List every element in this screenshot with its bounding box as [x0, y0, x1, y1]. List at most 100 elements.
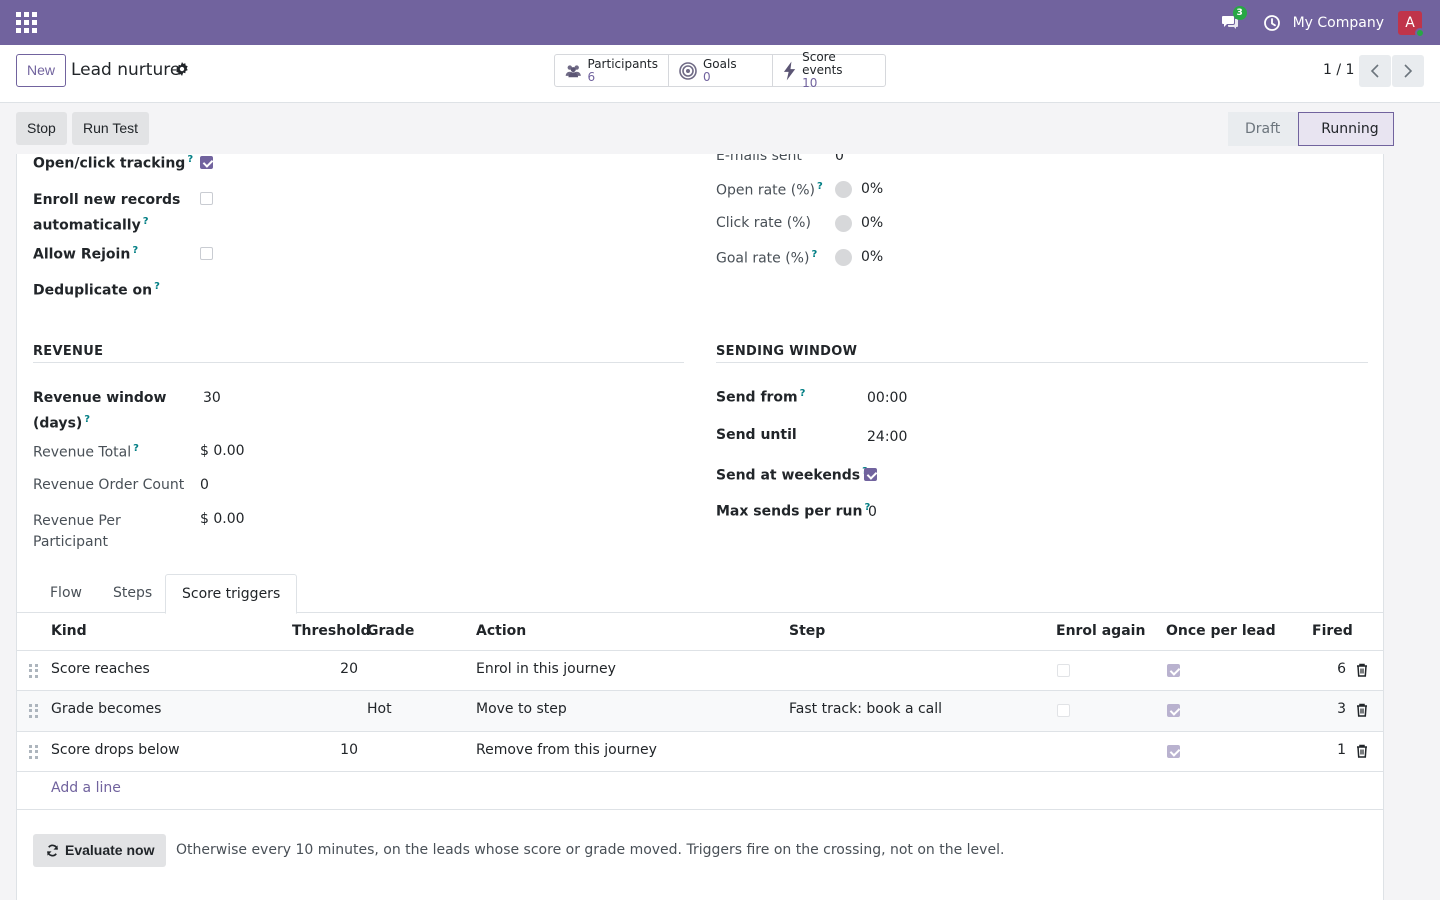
open-rate-label: Open rate (%)? [716, 181, 823, 199]
trash-icon[interactable] [1356, 744, 1368, 758]
open-rate-gauge [835, 181, 852, 198]
navbar-systray: 3 My Company A [1221, 0, 1440, 45]
column-action[interactable]: Action [476, 623, 527, 639]
table-row[interactable]: Score reaches 20 Enrol in this journey 6 [17, 651, 1383, 691]
table-row[interactable]: Score drops below 10 Remove from this jo… [17, 732, 1383, 772]
chat-count-badge: 3 [1232, 5, 1247, 20]
top-navbar: 3 My Company A [0, 0, 1440, 45]
goals-label: Goals [703, 56, 737, 71]
chevron-left-icon [1370, 64, 1379, 78]
activity-clock-icon[interactable] [1263, 14, 1281, 32]
cell-action[interactable]: Move to step [476, 701, 567, 717]
cell-kind[interactable]: Score reaches [51, 661, 150, 677]
send-at-weekends-checkbox[interactable] [864, 468, 877, 481]
send-until-label: Send until [716, 427, 797, 443]
table-row[interactable]: Grade becomes Hot Move to step Fast trac… [17, 691, 1383, 732]
column-grade[interactable]: Grade [367, 623, 415, 639]
click-rate-gauge [835, 215, 852, 232]
company-switcher[interactable]: My Company [1292, 14, 1384, 31]
pager-next-button[interactable] [1392, 55, 1424, 87]
goal-rate-value: 0% [861, 249, 884, 265]
stage-statusbar: Draft Running [1228, 112, 1394, 146]
once-per-lead-checkbox[interactable] [1167, 745, 1180, 758]
pager-counter[interactable]: 1 / 1 [1323, 62, 1355, 78]
revenue-window-input[interactable]: 30 [203, 390, 221, 406]
chat-icon[interactable]: 3 [1221, 5, 1247, 33]
pager-previous-button[interactable] [1359, 55, 1391, 87]
add-line-link[interactable]: Add a line [51, 780, 121, 796]
column-kind[interactable]: Kind [51, 623, 87, 639]
user-avatar[interactable]: A [1398, 10, 1425, 38]
stage-running[interactable]: Running [1298, 112, 1394, 146]
revenue-per-participant-value: $ 0.00 [200, 511, 245, 527]
score-events-smart-button[interactable]: Score events 10 [773, 51, 885, 90]
emails-sent-value: 0 [835, 154, 844, 164]
apps-grid-icon[interactable] [16, 12, 37, 33]
drag-handle-icon[interactable] [29, 704, 38, 718]
chevron-right-icon [1404, 64, 1413, 78]
trash-icon[interactable] [1356, 703, 1368, 717]
form-statusbar: Stop Run Test Draft Running [0, 103, 1440, 154]
cell-threshold[interactable]: 20 [340, 661, 358, 677]
once-per-lead-checkbox[interactable] [1167, 664, 1180, 677]
cell-kind[interactable]: Score drops below [51, 742, 180, 758]
send-until-input[interactable]: 24:00 [867, 429, 908, 445]
refresh-icon [47, 844, 58, 857]
new-button[interactable]: New [16, 54, 67, 87]
column-threshold[interactable]: Threshold [292, 623, 371, 639]
users-icon [565, 64, 581, 77]
sending-window-section-title: SENDING WINDOW [716, 344, 858, 359]
goals-smart-button[interactable]: Goals 0 [669, 55, 773, 86]
allow-rejoin-checkbox[interactable] [200, 247, 213, 260]
revenue-total-value: $ 0.00 [200, 443, 245, 459]
click-rate-value: 0% [861, 215, 884, 231]
enrol-again-checkbox[interactable] [1057, 664, 1070, 677]
stop-button[interactable]: Stop [16, 112, 67, 145]
column-once-per-lead[interactable]: Once per lead [1166, 623, 1276, 639]
participants-label: Participants [587, 56, 659, 71]
stage-draft[interactable]: Draft [1228, 112, 1299, 146]
max-sends-per-run-input[interactable]: 0 [868, 504, 877, 520]
tab-score-triggers[interactable]: Score triggers [165, 574, 298, 614]
cell-threshold[interactable]: 10 [340, 742, 358, 758]
cell-action[interactable]: Enrol in this journey [476, 661, 616, 677]
gear-icon[interactable] [175, 62, 190, 77]
column-step[interactable]: Step [789, 623, 826, 639]
participants-smart-button[interactable]: Participants 6 [555, 55, 669, 86]
revenue-window-label: Revenue window (days)? [33, 390, 167, 432]
column-enrol-again[interactable]: Enrol again [1056, 623, 1146, 639]
tab-flow[interactable]: Flow [50, 585, 82, 601]
revenue-divider [33, 362, 684, 363]
run-test-button[interactable]: Run Test [72, 112, 149, 145]
cell-step[interactable]: Fast track: book a call [789, 701, 943, 717]
revenue-order-count-value: 0 [200, 477, 209, 493]
trash-icon[interactable] [1356, 663, 1368, 677]
cell-grade[interactable]: Hot [367, 701, 392, 717]
evaluate-now-button[interactable]: Evaluate now [33, 834, 167, 867]
revenue-per-participant-label: Revenue Per Participant [33, 513, 121, 550]
enroll-automatically-label: Enroll new records automatically? [33, 192, 181, 234]
send-from-label: Send from? [716, 388, 806, 406]
avatar-letter: A [1405, 14, 1415, 31]
bolt-icon [783, 61, 796, 80]
form-sheet: Open/click tracking? Enroll new records a… [16, 154, 1384, 900]
cell-kind[interactable]: Grade becomes [51, 701, 162, 717]
tab-steps[interactable]: Steps [113, 585, 153, 601]
goals-value: 0 [703, 69, 711, 84]
once-per-lead-checkbox[interactable] [1167, 704, 1180, 717]
column-fired[interactable]: Fired [1312, 623, 1353, 639]
open-click-tracking-label: Open/click tracking? [33, 154, 194, 172]
participants-value: 6 [587, 69, 596, 84]
table-footer-divider [17, 809, 1383, 810]
send-from-input[interactable]: 00:00 [867, 390, 908, 406]
drag-handle-icon[interactable] [29, 664, 38, 678]
open-click-tracking-checkbox[interactable] [200, 156, 213, 169]
cell-fired: 1 [1337, 742, 1346, 758]
drag-handle-icon[interactable] [29, 745, 38, 759]
evaluate-help-text: Otherwise every 10 minutes, on the leads… [176, 842, 1005, 858]
enroll-automatically-checkbox[interactable] [200, 192, 213, 205]
cell-action[interactable]: Remove from this journey [476, 742, 657, 758]
cell-fired: 3 [1337, 701, 1346, 717]
enrol-again-checkbox[interactable] [1057, 704, 1070, 717]
revenue-total-label: Revenue Total? [33, 443, 139, 461]
